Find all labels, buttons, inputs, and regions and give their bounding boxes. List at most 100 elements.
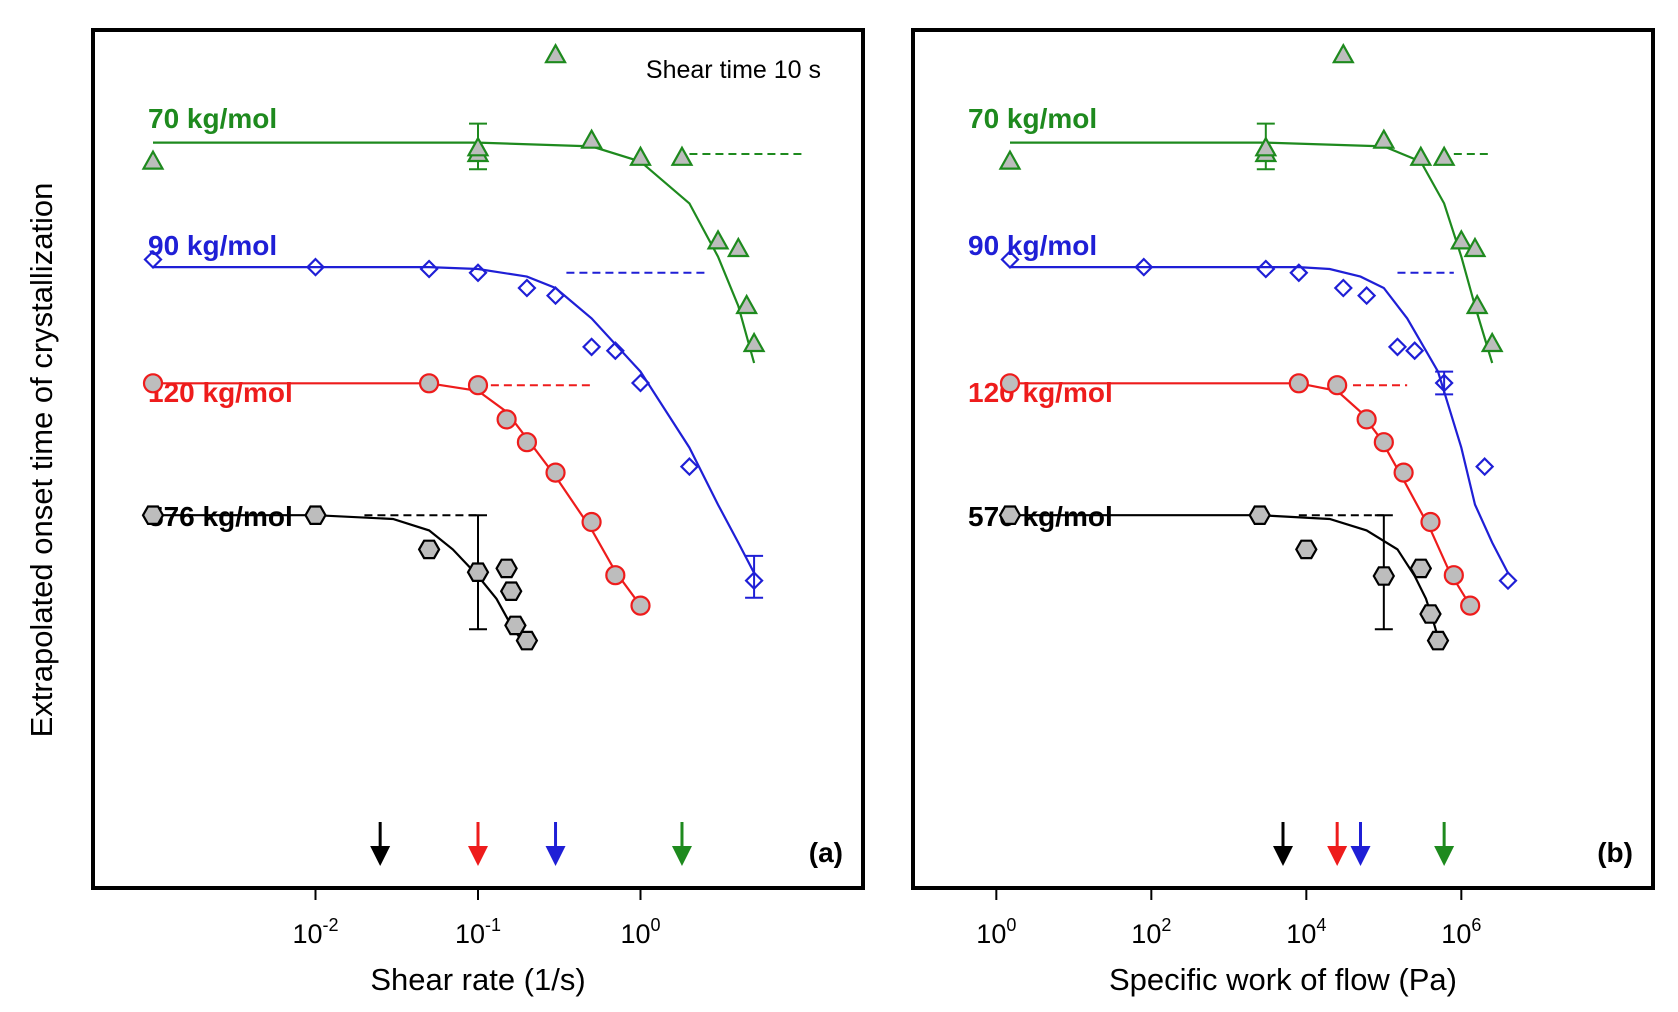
series-90-kg-mol: 90 kg/mol bbox=[968, 230, 1518, 866]
onset-arrow-head bbox=[1434, 846, 1455, 866]
data-point bbox=[466, 136, 490, 157]
x-tick-label-base: 10 bbox=[1441, 919, 1471, 949]
data-point bbox=[1432, 145, 1456, 166]
data-point bbox=[1327, 375, 1348, 396]
onset-arrow-head bbox=[545, 846, 566, 866]
data-point bbox=[742, 331, 766, 353]
data-point bbox=[726, 236, 750, 258]
data-point bbox=[582, 337, 602, 357]
data-point bbox=[419, 259, 439, 279]
x-tick-label: 104 bbox=[1286, 915, 1326, 949]
data-point bbox=[1443, 565, 1464, 586]
data-point bbox=[468, 263, 488, 283]
data-point bbox=[1419, 604, 1442, 624]
series-label: 90 kg/mol bbox=[968, 230, 1097, 261]
data-point bbox=[1000, 249, 1020, 270]
data-point bbox=[496, 409, 517, 430]
panel-label: (a) bbox=[809, 837, 843, 868]
data-point bbox=[629, 145, 652, 166]
onset-arrow-head bbox=[1327, 846, 1348, 866]
data-point bbox=[1254, 136, 1278, 157]
x-tick-label-base: 10 bbox=[292, 919, 322, 949]
x-tick-label: 100 bbox=[620, 915, 660, 949]
data-point bbox=[1333, 278, 1353, 298]
data-point bbox=[1295, 539, 1318, 560]
data-point bbox=[142, 373, 164, 394]
x-tick-label-exponent: 6 bbox=[1471, 915, 1481, 935]
data-point bbox=[545, 286, 566, 306]
data-point bbox=[1426, 630, 1450, 651]
data-point bbox=[143, 249, 163, 270]
plot-frame bbox=[911, 28, 1655, 890]
data-point bbox=[1463, 236, 1487, 258]
fit-curve bbox=[1010, 141, 1494, 364]
x-tick-label: 106 bbox=[1441, 915, 1481, 949]
data-point bbox=[495, 558, 518, 579]
data-point bbox=[1134, 257, 1154, 277]
x-tick-label: 10-1 bbox=[455, 915, 501, 949]
data-point bbox=[1248, 505, 1271, 525]
series-label: 120 kg/mol bbox=[148, 377, 293, 408]
series-120-kg-mol: 120 kg/mol bbox=[142, 373, 651, 866]
series-label: 120 kg/mol bbox=[968, 377, 1113, 408]
shear-time-annotation: Shear time 10 s bbox=[646, 56, 821, 84]
onset-arrow-head bbox=[671, 846, 692, 866]
fit-curve bbox=[153, 382, 642, 607]
data-point bbox=[1449, 229, 1473, 250]
x-tick-label: 102 bbox=[1131, 915, 1171, 949]
data-point bbox=[141, 149, 165, 170]
x-tick-label: 10-2 bbox=[292, 915, 338, 949]
series-label: 576 kg/mol bbox=[148, 501, 293, 532]
y-axis-title: Extrapolated onset time of crystallizati… bbox=[24, 183, 59, 738]
data-point bbox=[605, 565, 626, 586]
data-point bbox=[1373, 432, 1394, 453]
data-point bbox=[1288, 373, 1309, 394]
data-point bbox=[1372, 128, 1396, 149]
series-label: 70 kg/mol bbox=[148, 103, 277, 134]
data-point bbox=[1393, 462, 1414, 483]
data-point bbox=[581, 511, 602, 533]
data-point bbox=[706, 229, 730, 250]
data-point bbox=[744, 571, 764, 591]
data-point bbox=[545, 462, 566, 483]
data-point bbox=[630, 595, 651, 616]
data-point bbox=[466, 562, 490, 582]
data-point bbox=[1409, 558, 1433, 579]
x-tick-label-base: 10 bbox=[455, 919, 485, 949]
data-point bbox=[1465, 293, 1489, 315]
data-point bbox=[1387, 337, 1408, 357]
data-point bbox=[499, 581, 523, 601]
x-tick-label-base: 10 bbox=[1131, 919, 1161, 949]
data-point bbox=[141, 505, 165, 525]
series-90-kg-mol: 90 kg/mol bbox=[143, 230, 764, 866]
fit-curve bbox=[153, 266, 756, 574]
data-point bbox=[418, 373, 440, 394]
onset-arrow-head bbox=[468, 846, 488, 866]
series-576-kg-mol: 576 kg/mol bbox=[968, 501, 1450, 866]
series-70-kg-mol: 70 kg/mol bbox=[968, 42, 1504, 866]
data-point bbox=[305, 257, 326, 277]
x-tick-label-exponent: 0 bbox=[1006, 915, 1016, 935]
panel-label: (b) bbox=[1597, 837, 1633, 868]
data-point bbox=[304, 505, 327, 525]
data-point bbox=[467, 375, 489, 396]
data-point bbox=[605, 341, 625, 361]
series-label: 90 kg/mol bbox=[148, 230, 277, 261]
x-tick-label-exponent: -2 bbox=[323, 915, 339, 935]
data-point bbox=[1475, 457, 1495, 477]
data-point bbox=[1256, 259, 1276, 279]
x-axis-title: Specific work of flow (Pa) bbox=[1109, 962, 1457, 997]
x-tick-label-exponent: 0 bbox=[651, 915, 661, 935]
data-point bbox=[516, 432, 538, 453]
x-tick-label-base: 10 bbox=[976, 919, 1006, 949]
series-70-kg-mol: 70 kg/mol bbox=[141, 42, 803, 866]
data-point bbox=[1480, 331, 1504, 353]
onset-arrow-head bbox=[370, 846, 391, 866]
x-tick-label-base: 10 bbox=[620, 919, 650, 949]
fit-curve bbox=[1010, 266, 1509, 574]
data-point bbox=[998, 149, 1022, 170]
data-point bbox=[1357, 286, 1377, 306]
x-tick-label-exponent: 4 bbox=[1316, 915, 1326, 935]
